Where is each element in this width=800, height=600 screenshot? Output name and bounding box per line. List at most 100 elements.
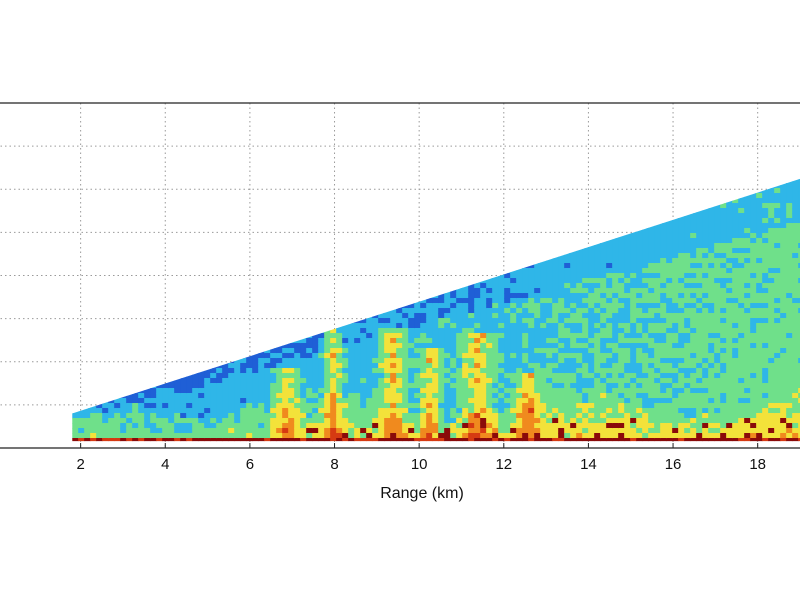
- heat-cell: [96, 428, 103, 434]
- heat-cell: [258, 368, 265, 374]
- heat-cell: [300, 173, 307, 179]
- heat-cell: [216, 138, 223, 144]
- heat-cell: [294, 293, 301, 299]
- heat-cell: [270, 118, 277, 124]
- heat-cell: [474, 428, 481, 434]
- heat-cell: [216, 208, 223, 214]
- heat-cell: [426, 378, 433, 384]
- heat-cell: [186, 108, 193, 114]
- heat-cell: [414, 383, 421, 389]
- heat-cell: [474, 368, 481, 374]
- heat-cell: [420, 258, 427, 264]
- heat-cell: [276, 373, 283, 379]
- heat-cell: [198, 423, 205, 429]
- heat-cell: [432, 243, 439, 249]
- heat-cell: [192, 203, 199, 209]
- heat-cell: [432, 323, 439, 329]
- heat-cell: [312, 213, 319, 219]
- heat-cell: [426, 303, 433, 309]
- heat-cell: [390, 338, 397, 344]
- heat-cell: [342, 313, 349, 319]
- heat-cell: [276, 173, 283, 179]
- heat-cell: [474, 288, 481, 294]
- heat-cell: [222, 208, 229, 214]
- heat-cell: [84, 423, 91, 429]
- heat-cell: [456, 343, 463, 349]
- heat-cell: [420, 178, 427, 184]
- heat-cell: [174, 138, 181, 144]
- heat-cell: [102, 133, 109, 139]
- heat-cell: [78, 233, 85, 239]
- heat-cell: [450, 383, 457, 389]
- heat-cell: [84, 403, 91, 409]
- heat-cell: [204, 113, 211, 119]
- heat-cell: [192, 218, 199, 224]
- heat-cell: [324, 368, 331, 374]
- heat-cell: [84, 388, 91, 394]
- heat-cell: [228, 133, 235, 139]
- heat-cell: [468, 213, 475, 219]
- heat-cell: [504, 203, 511, 209]
- heat-cell: [480, 223, 487, 229]
- heat-cell: [234, 168, 241, 174]
- heat-cell: [228, 163, 235, 169]
- heat-cell: [312, 433, 319, 439]
- heat-cell: [228, 388, 235, 394]
- heat-cell: [210, 183, 217, 189]
- heat-cell: [450, 243, 457, 249]
- heat-cell: [456, 138, 463, 144]
- heat-cell: [144, 148, 151, 154]
- heat-cell: [378, 108, 385, 114]
- heat-cell: [192, 113, 199, 119]
- heat-cell: [156, 313, 163, 319]
- heat-cell: [198, 403, 205, 409]
- heat-cell: [426, 363, 433, 369]
- heat-cell: [162, 418, 169, 424]
- heat-cell: [330, 253, 337, 259]
- heat-cell: [450, 203, 457, 209]
- heat-cell: [474, 318, 481, 324]
- heat-cell: [426, 158, 433, 164]
- heat-cell: [462, 413, 469, 419]
- heat-cell: [402, 393, 409, 399]
- heat-cell: [120, 103, 127, 109]
- heat-cell: [228, 158, 235, 164]
- heat-cell: [72, 343, 79, 349]
- heat-cell: [96, 278, 103, 284]
- heat-cell: [288, 398, 295, 404]
- heat-cell: [456, 128, 463, 134]
- heat-cell: [240, 178, 247, 184]
- heat-cell: [432, 183, 439, 189]
- heat-cell: [510, 113, 517, 119]
- heat-cell: [468, 373, 475, 379]
- heat-cell: [72, 233, 79, 239]
- heat-cell: [216, 163, 223, 169]
- heat-cell: [414, 193, 421, 199]
- heat-cell: [306, 303, 313, 309]
- heat-cell: [498, 118, 505, 124]
- heat-cell: [480, 123, 487, 129]
- heat-cell: [102, 378, 109, 384]
- heat-cell: [294, 153, 301, 159]
- heat-cell: [366, 363, 373, 369]
- heat-cell: [156, 303, 163, 309]
- heat-cell: [504, 388, 511, 394]
- heat-cell: [360, 343, 367, 349]
- heat-cell: [408, 393, 415, 399]
- heat-cell: [174, 233, 181, 239]
- heat-cell: [240, 343, 247, 349]
- heat-cell: [420, 343, 427, 349]
- heat-cell: [414, 308, 421, 314]
- heat-cell: [264, 173, 271, 179]
- heat-cell: [510, 133, 517, 139]
- heat-cell: [222, 418, 229, 424]
- heat-cell: [456, 173, 463, 179]
- heat-cell: [120, 423, 127, 429]
- heat-cell: [264, 153, 271, 159]
- heat-cell: [294, 418, 301, 424]
- heat-cell: [282, 158, 289, 164]
- heat-cell: [492, 408, 499, 414]
- heat-cell: [228, 348, 235, 354]
- heat-cell: [282, 343, 289, 349]
- heat-cell: [138, 408, 145, 414]
